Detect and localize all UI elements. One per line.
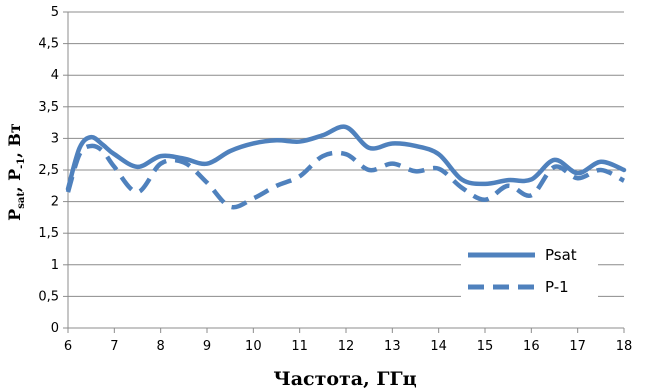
y-tick-label: 1,5	[38, 226, 59, 241]
x-tick-label: 18	[616, 339, 633, 354]
y-tick-labels: 0 0,5 1 1,5 2 2,5 3 3,5 4 4,5 5	[38, 5, 59, 336]
series-line-p-1	[65, 143, 626, 210]
gridlines	[68, 11, 624, 297]
y-tick-label: 4,5	[38, 37, 59, 52]
x-tick-label: 15	[477, 339, 494, 354]
y-tick-label: 2,5	[38, 163, 59, 178]
x-tick-label: 13	[384, 339, 401, 354]
legend-box	[461, 237, 598, 302]
x-tick-label: 17	[569, 339, 586, 354]
x-tick-label: 9	[203, 339, 211, 354]
legend-label-p-1: P-1	[545, 278, 569, 296]
y-tick-label: 3	[51, 131, 59, 146]
axes	[63, 11, 625, 333]
series-line-psat	[65, 124, 627, 192]
x-tick-label: 16	[523, 339, 540, 354]
x-axis-title: Частота, ГГц	[273, 368, 416, 390]
y-tick-label: 2	[51, 195, 59, 210]
x-tick-label: 7	[110, 339, 118, 354]
y-tick-label: 0,5	[38, 289, 59, 304]
legend: Psat P-1	[461, 237, 598, 302]
x-tick-label: 14	[430, 339, 447, 354]
x-tick-label: 11	[291, 339, 308, 354]
y-tick-label: 4	[51, 68, 59, 83]
y-tick-label: 1	[51, 258, 59, 273]
y-axis-title: Psat, P-1, Вт	[5, 123, 27, 221]
x-tick-label: 6	[64, 339, 72, 354]
y-tick-label: 0	[51, 321, 59, 336]
x-tick-label: 12	[338, 339, 355, 354]
x-tick-label: 10	[245, 339, 262, 354]
x-tick-labels: 6 7 8 9 10 11 12 13 14 15 16 17 18	[64, 339, 632, 354]
series-lines	[65, 124, 627, 210]
y-tick-label: 5	[51, 5, 59, 20]
x-tick-label: 8	[157, 339, 165, 354]
legend-label-psat: Psat	[545, 246, 577, 264]
y-tick-label: 3,5	[38, 100, 59, 115]
